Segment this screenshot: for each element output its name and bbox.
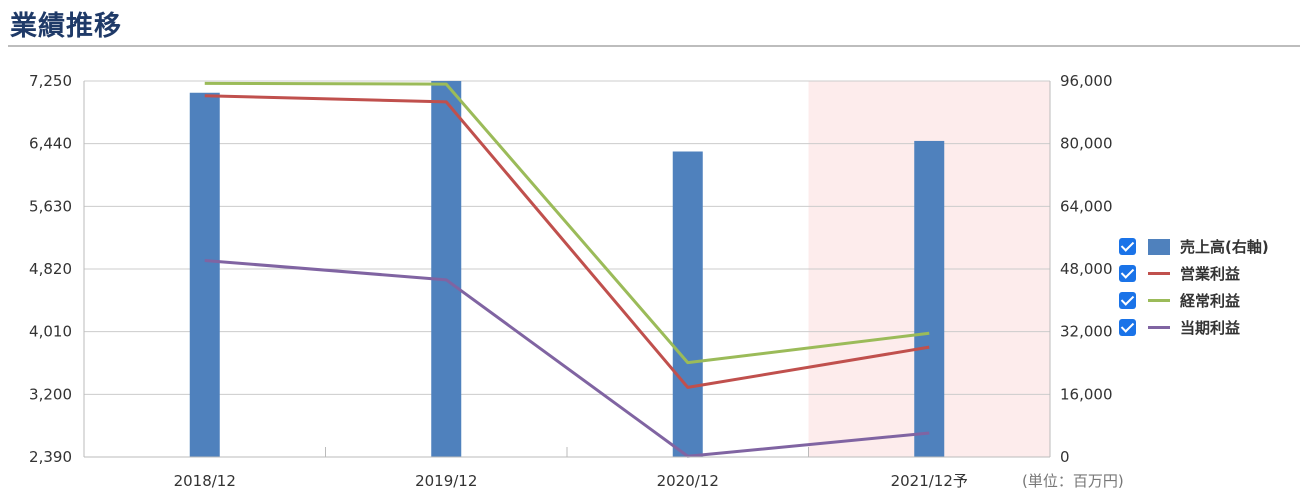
legend-item[interactable]: 当期利益 xyxy=(1119,314,1269,341)
x-tick-label: 2019/12 xyxy=(415,472,477,490)
legend-checkbox[interactable] xyxy=(1119,319,1136,336)
line-series-3 xyxy=(204,258,930,458)
x-tick-label: 2020/12 xyxy=(657,472,719,490)
y-left-tick-label: 4,820 xyxy=(29,260,72,278)
y-right-tick-label: 48,000 xyxy=(1060,260,1113,278)
title-divider xyxy=(8,45,1300,47)
line-series-1 xyxy=(204,94,930,389)
y-right-tick-label: 80,000 xyxy=(1060,135,1113,153)
y-left-tick-label: 5,630 xyxy=(29,197,72,215)
page-title: 業績推移 xyxy=(10,11,122,42)
y-left-tick-label: 4,010 xyxy=(29,323,72,341)
y-left-tick-label: 7,250 xyxy=(29,72,72,90)
legend-line-swatch xyxy=(1148,326,1170,329)
y-right-tick-label: 32,000 xyxy=(1060,323,1113,341)
y-right-tick-label: 0 xyxy=(1060,448,1070,466)
legend-line-swatch xyxy=(1148,299,1170,302)
legend-checkbox[interactable] xyxy=(1119,292,1136,309)
y-right-tick-label: 16,000 xyxy=(1060,385,1113,403)
legend-label: 営業利益 xyxy=(1180,265,1241,283)
x-tick-label: 2018/12 xyxy=(174,472,236,490)
legend-item[interactable]: 経常利益 xyxy=(1119,287,1269,314)
legend-bar-swatch xyxy=(1148,238,1170,255)
legend-label: 経常利益 xyxy=(1180,292,1241,310)
x-tick-label: 2021/12予 xyxy=(891,472,968,490)
bar-sales xyxy=(914,140,945,458)
chart-legend: 売上高(右軸) 営業利益経常利益当期利益 xyxy=(1119,233,1269,341)
y-right-tick-label: 64,000 xyxy=(1060,197,1113,215)
y-left-tick-label: 3,200 xyxy=(29,385,72,403)
legend-item[interactable]: 営業利益 xyxy=(1119,260,1269,287)
legend-label: 売上高(右軸) xyxy=(1180,238,1269,256)
legend-checkbox[interactable] xyxy=(1119,265,1136,282)
line-series-2 xyxy=(204,81,930,365)
y-right-tick-label: 96,000 xyxy=(1060,72,1113,90)
bar-sales xyxy=(672,151,703,457)
legend-line-swatch xyxy=(1148,272,1170,275)
y-left-tick-label: 2,390 xyxy=(29,448,72,466)
unit-note: (単位：百万円) xyxy=(1022,472,1124,490)
legend-checkbox[interactable] xyxy=(1119,238,1136,255)
legend-item[interactable]: 売上高(右軸) xyxy=(1119,233,1269,260)
y-left-tick-label: 6,440 xyxy=(29,135,72,153)
bar-sales xyxy=(431,81,462,457)
bar-sales xyxy=(189,92,220,457)
legend-label: 当期利益 xyxy=(1180,319,1241,337)
